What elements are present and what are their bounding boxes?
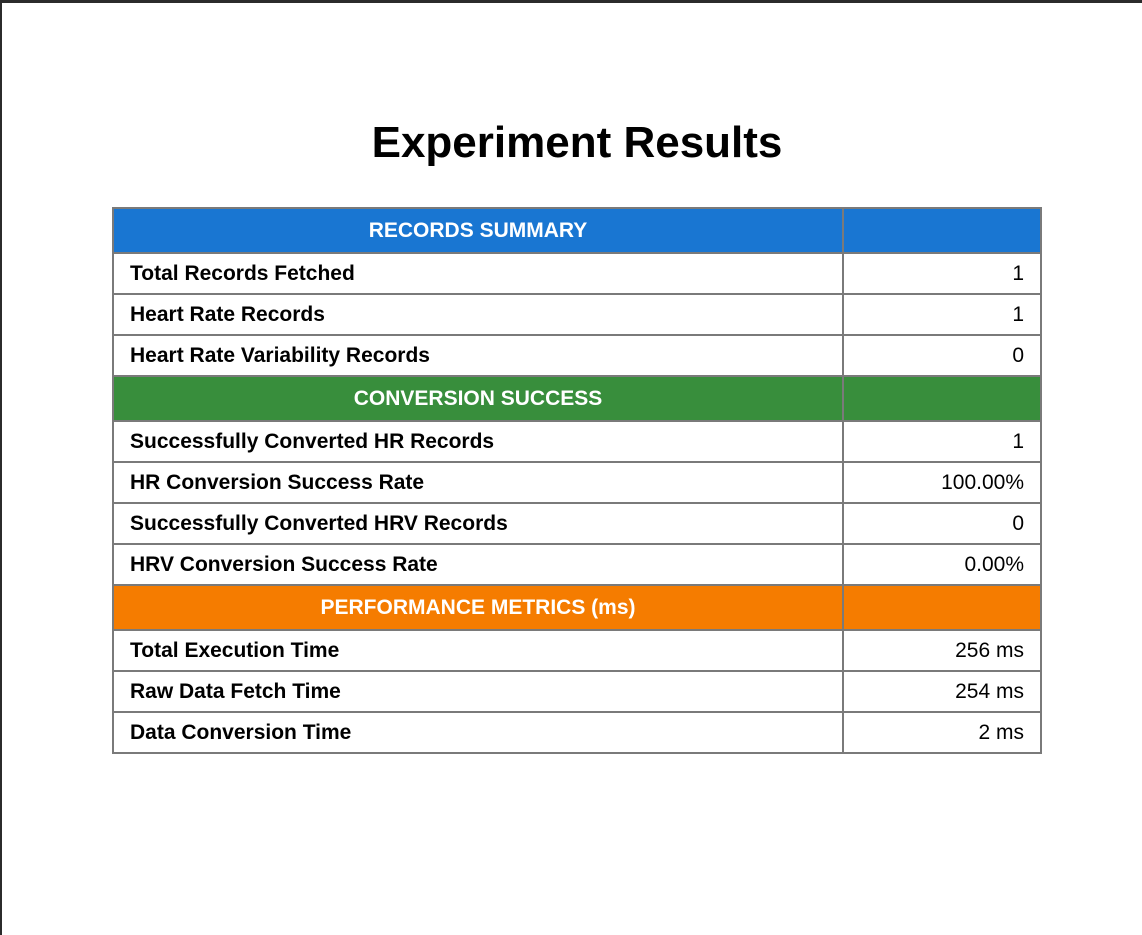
table-row: HRV Conversion Success Rate 0.00% [112,543,1042,586]
row-label: Raw Data Fetch Time [112,670,844,713]
section-header-performance-metrics: PERFORMANCE METRICS (ms) [112,584,1042,631]
results-table: RECORDS SUMMARY Total Records Fetched 1 … [112,207,1042,754]
section-header-records-summary: RECORDS SUMMARY [112,207,1042,254]
table-row: Total Records Fetched 1 [112,252,1042,295]
row-label: Successfully Converted HRV Records [112,502,844,545]
table-row: Successfully Converted HR Records 1 [112,420,1042,463]
row-label: Heart Rate Records [112,293,844,336]
table-row: Total Execution Time 256 ms [112,629,1042,672]
row-value: 1 [842,420,1042,463]
row-value: 0 [842,334,1042,377]
section-header-empty-cell [842,584,1042,631]
section-title: PERFORMANCE METRICS (ms) [112,584,844,631]
row-value: 256 ms [842,629,1042,672]
row-label: HRV Conversion Success Rate [112,543,844,586]
section-title: RECORDS SUMMARY [112,207,844,254]
page-title: Experiment Results [371,118,783,167]
table-row: Heart Rate Records 1 [112,293,1042,336]
section-header-empty-cell [842,375,1042,422]
section-header-empty-cell [842,207,1042,254]
table-row: Successfully Converted HRV Records 0 [112,502,1042,545]
row-value: 254 ms [842,670,1042,713]
table-row: Data Conversion Time 2 ms [112,711,1042,754]
row-label: Heart Rate Variability Records [112,334,844,377]
row-label: HR Conversion Success Rate [112,461,844,504]
row-label: Successfully Converted HR Records [112,420,844,463]
table-row: HR Conversion Success Rate 100.00% [112,461,1042,504]
table-row: Heart Rate Variability Records 0 [112,334,1042,377]
row-value: 2 ms [842,711,1042,754]
row-label: Total Records Fetched [112,252,844,295]
section-title: CONVERSION SUCCESS [112,375,844,422]
row-value: 100.00% [842,461,1042,504]
row-value: 0.00% [842,543,1042,586]
row-value: 1 [842,252,1042,295]
row-value: 0 [842,502,1042,545]
row-label: Data Conversion Time [112,711,844,754]
section-header-conversion-success: CONVERSION SUCCESS [112,375,1042,422]
table-row: Raw Data Fetch Time 254 ms [112,670,1042,713]
row-label: Total Execution Time [112,629,844,672]
row-value: 1 [842,293,1042,336]
